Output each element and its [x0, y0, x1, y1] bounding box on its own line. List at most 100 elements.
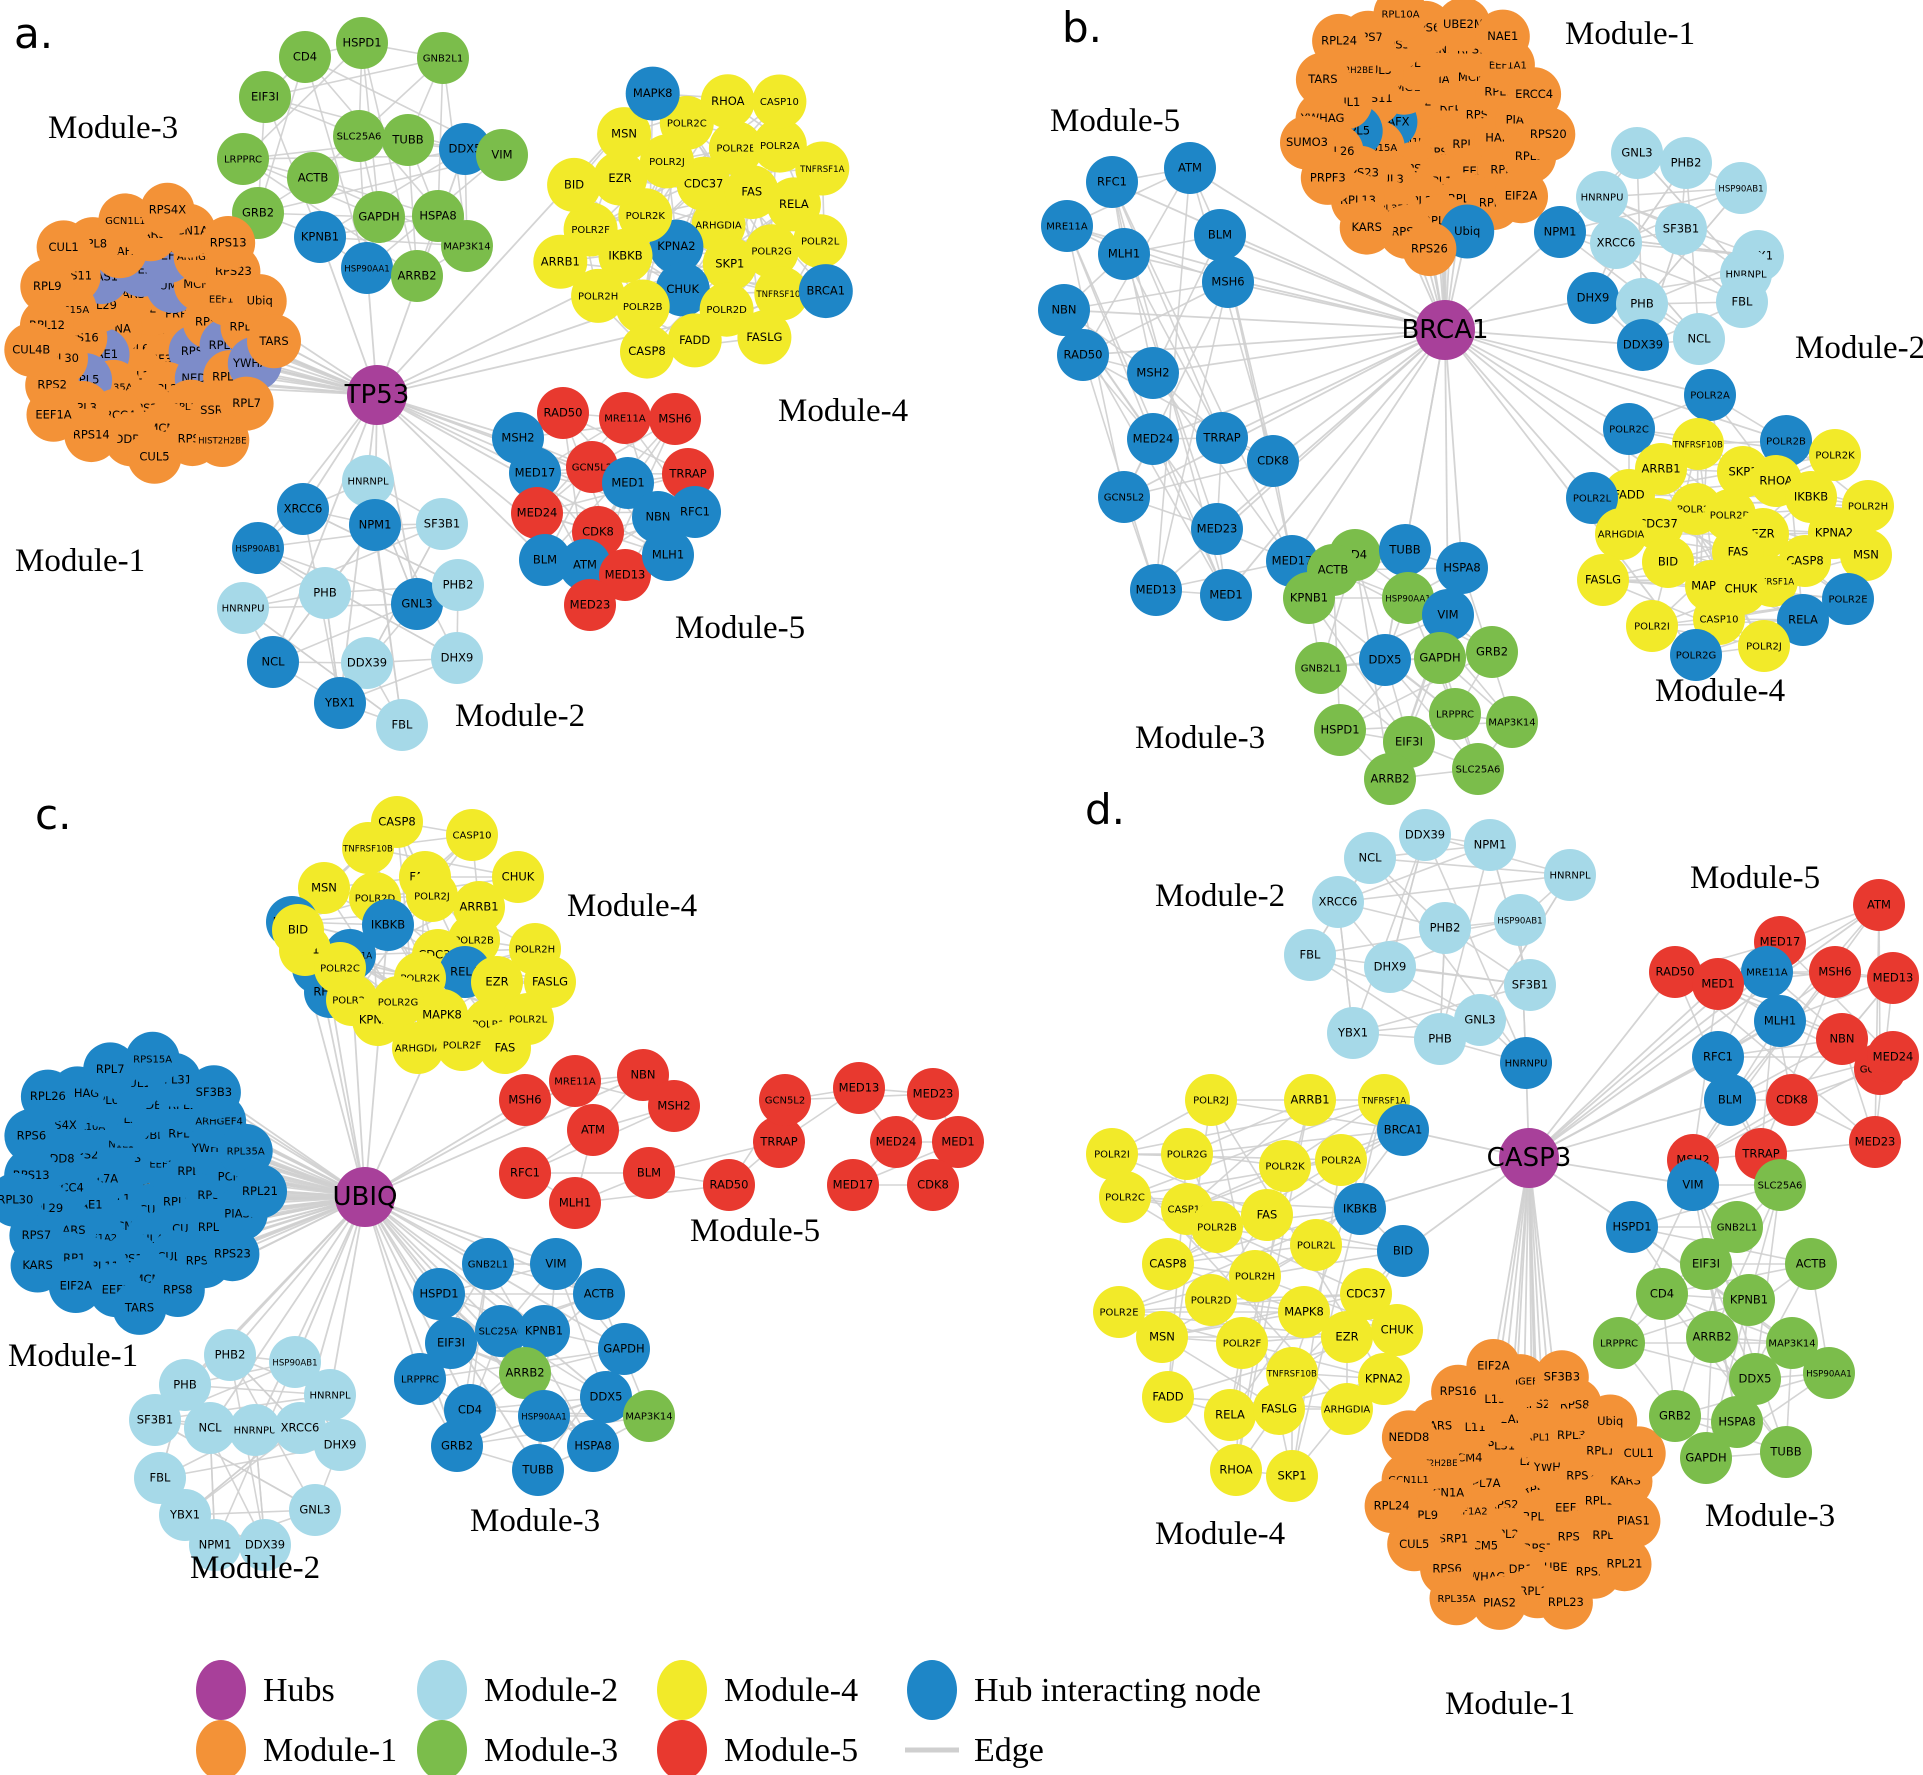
- gene-label: POLR2C: [320, 964, 360, 975]
- gene-node: [597, 107, 652, 162]
- gene-label: PHB2: [215, 1348, 246, 1362]
- gene-label: RELA: [1788, 613, 1818, 627]
- gene-label: NEDD8: [1388, 1430, 1429, 1444]
- gene-label: TARS: [124, 1300, 154, 1314]
- edge: [1528, 1099, 1731, 1159]
- gene-node: [567, 1104, 619, 1156]
- gene-label: ARRB2: [397, 269, 436, 283]
- gene-node: [1534, 206, 1586, 258]
- gene-label: MSH6: [1818, 965, 1851, 979]
- gene-node: [1704, 1074, 1756, 1126]
- gene-label: SF3B1: [1512, 978, 1548, 992]
- edge: [1424, 834, 1527, 1064]
- gene-node: [753, 1116, 805, 1168]
- gene-node: [702, 236, 757, 291]
- gene-label: UBE2M: [1443, 17, 1484, 31]
- gene-label: LRPPRC: [1436, 710, 1474, 721]
- gene-label: ACTB: [1318, 563, 1349, 577]
- gene-label: HSPD1: [1612, 1220, 1651, 1234]
- gene-node: [1766, 1317, 1818, 1369]
- gene-label: HSP90AB1: [1497, 917, 1542, 927]
- gene-node: [1194, 209, 1246, 261]
- gene-node: [492, 851, 544, 903]
- gene-label: POLR2H: [578, 291, 618, 302]
- gene-node: [1344, 832, 1396, 884]
- gene-node: [186, 1065, 241, 1120]
- gene-node: [1321, 1311, 1373, 1363]
- edge: [1152, 438, 1227, 596]
- gene-label: MED13: [839, 1081, 880, 1095]
- gene-node: [1164, 142, 1216, 194]
- module-label: Module-3: [1135, 720, 1265, 756]
- gene-label: POLR2E: [716, 144, 755, 155]
- edge: [1528, 1056, 1719, 1159]
- gene-node: [1327, 1007, 1379, 1059]
- gene-label: RPL10A: [67, 1122, 105, 1133]
- gene-label: POLR2K: [1265, 1162, 1305, 1173]
- gene-label: TNFRSF1A: [799, 165, 844, 175]
- gene-label: MLH1: [652, 548, 684, 562]
- gene-node: [1741, 946, 1793, 998]
- gene-label: RPS7: [22, 1228, 52, 1242]
- gene-node: [232, 522, 284, 574]
- gene-label: RPL35A: [1437, 1594, 1475, 1605]
- edge: [1225, 329, 1446, 596]
- gene-label: RHOA: [1759, 474, 1792, 488]
- gene-label: MED13: [605, 568, 646, 582]
- gene-node: [1466, 1339, 1521, 1393]
- module-label: Module-3: [470, 1503, 600, 1539]
- gene-label: BLM: [1718, 1093, 1742, 1107]
- label-layer: a. Module-3 Module-4 Module-1 Module-5 Module…: [8, 3, 1923, 1722]
- gene-node: [1314, 704, 1366, 756]
- gene-label: GNL3: [1464, 1013, 1495, 1027]
- gene-node: [1454, 994, 1506, 1046]
- module-label: Module-1: [1445, 1686, 1575, 1722]
- gene-label: CASP8: [628, 344, 665, 358]
- gene-label: MED23: [1855, 1135, 1896, 1149]
- gene-label: POLR2F: [571, 225, 610, 236]
- gene-label: RPL24: [1321, 33, 1357, 47]
- gene-node: [217, 582, 269, 634]
- edge: [361, 42, 418, 277]
- gene-node: [598, 1323, 650, 1375]
- gene-label: GNB2L1: [423, 54, 463, 65]
- legend-label: Module-5: [724, 1732, 858, 1769]
- gene-label: TARS: [1307, 72, 1337, 86]
- edge: [1272, 329, 1446, 462]
- gene-label: EIF2A: [60, 1279, 93, 1293]
- module-label: Module-2: [1155, 878, 1285, 914]
- gene-label: MAPK8: [633, 86, 673, 100]
- edge: [1063, 309, 1446, 331]
- gene-label: DDX39: [245, 1538, 285, 1552]
- gene-label: KPNB1: [301, 230, 339, 244]
- gene-label: MAP3K14: [1768, 1339, 1815, 1350]
- gene-node: [1185, 1274, 1237, 1326]
- gene-label: GCN1L1: [105, 216, 146, 227]
- module-label: Module-1: [1565, 16, 1695, 52]
- gene-label: EEF1A2: [79, 1233, 117, 1244]
- gene-node: [277, 483, 329, 535]
- gene-label: HSP90AA1: [1806, 1370, 1852, 1380]
- gene-node: [239, 71, 291, 123]
- gene-label: RFC1: [1097, 175, 1127, 189]
- gene-label: LRPPRC: [1600, 1339, 1638, 1350]
- gene-label: TRRAP: [1741, 1147, 1779, 1161]
- gene-node: [294, 211, 346, 263]
- gene-label: RFC1: [680, 505, 710, 519]
- gene-label: MED17: [1760, 935, 1801, 949]
- gene-node: [1371, 1304, 1423, 1356]
- gene-label: HIST2H2BE: [1325, 66, 1373, 76]
- module-label: Module-2: [1795, 330, 1923, 366]
- gene-label: XRCC6: [281, 1421, 320, 1435]
- gene-label: PHB: [1428, 1032, 1452, 1046]
- edge: [1152, 329, 1446, 440]
- edge: [364, 1196, 421, 1380]
- edge: [257, 523, 443, 549]
- gene-node: [1803, 1347, 1855, 1399]
- gene-label: FADD: [1152, 1390, 1183, 1404]
- gene-node: [567, 1420, 619, 1472]
- gene-node: [1429, 1571, 1484, 1626]
- gene-node: [218, 1123, 273, 1178]
- gene-node: [1692, 1031, 1744, 1083]
- edge: [1711, 1184, 1781, 1338]
